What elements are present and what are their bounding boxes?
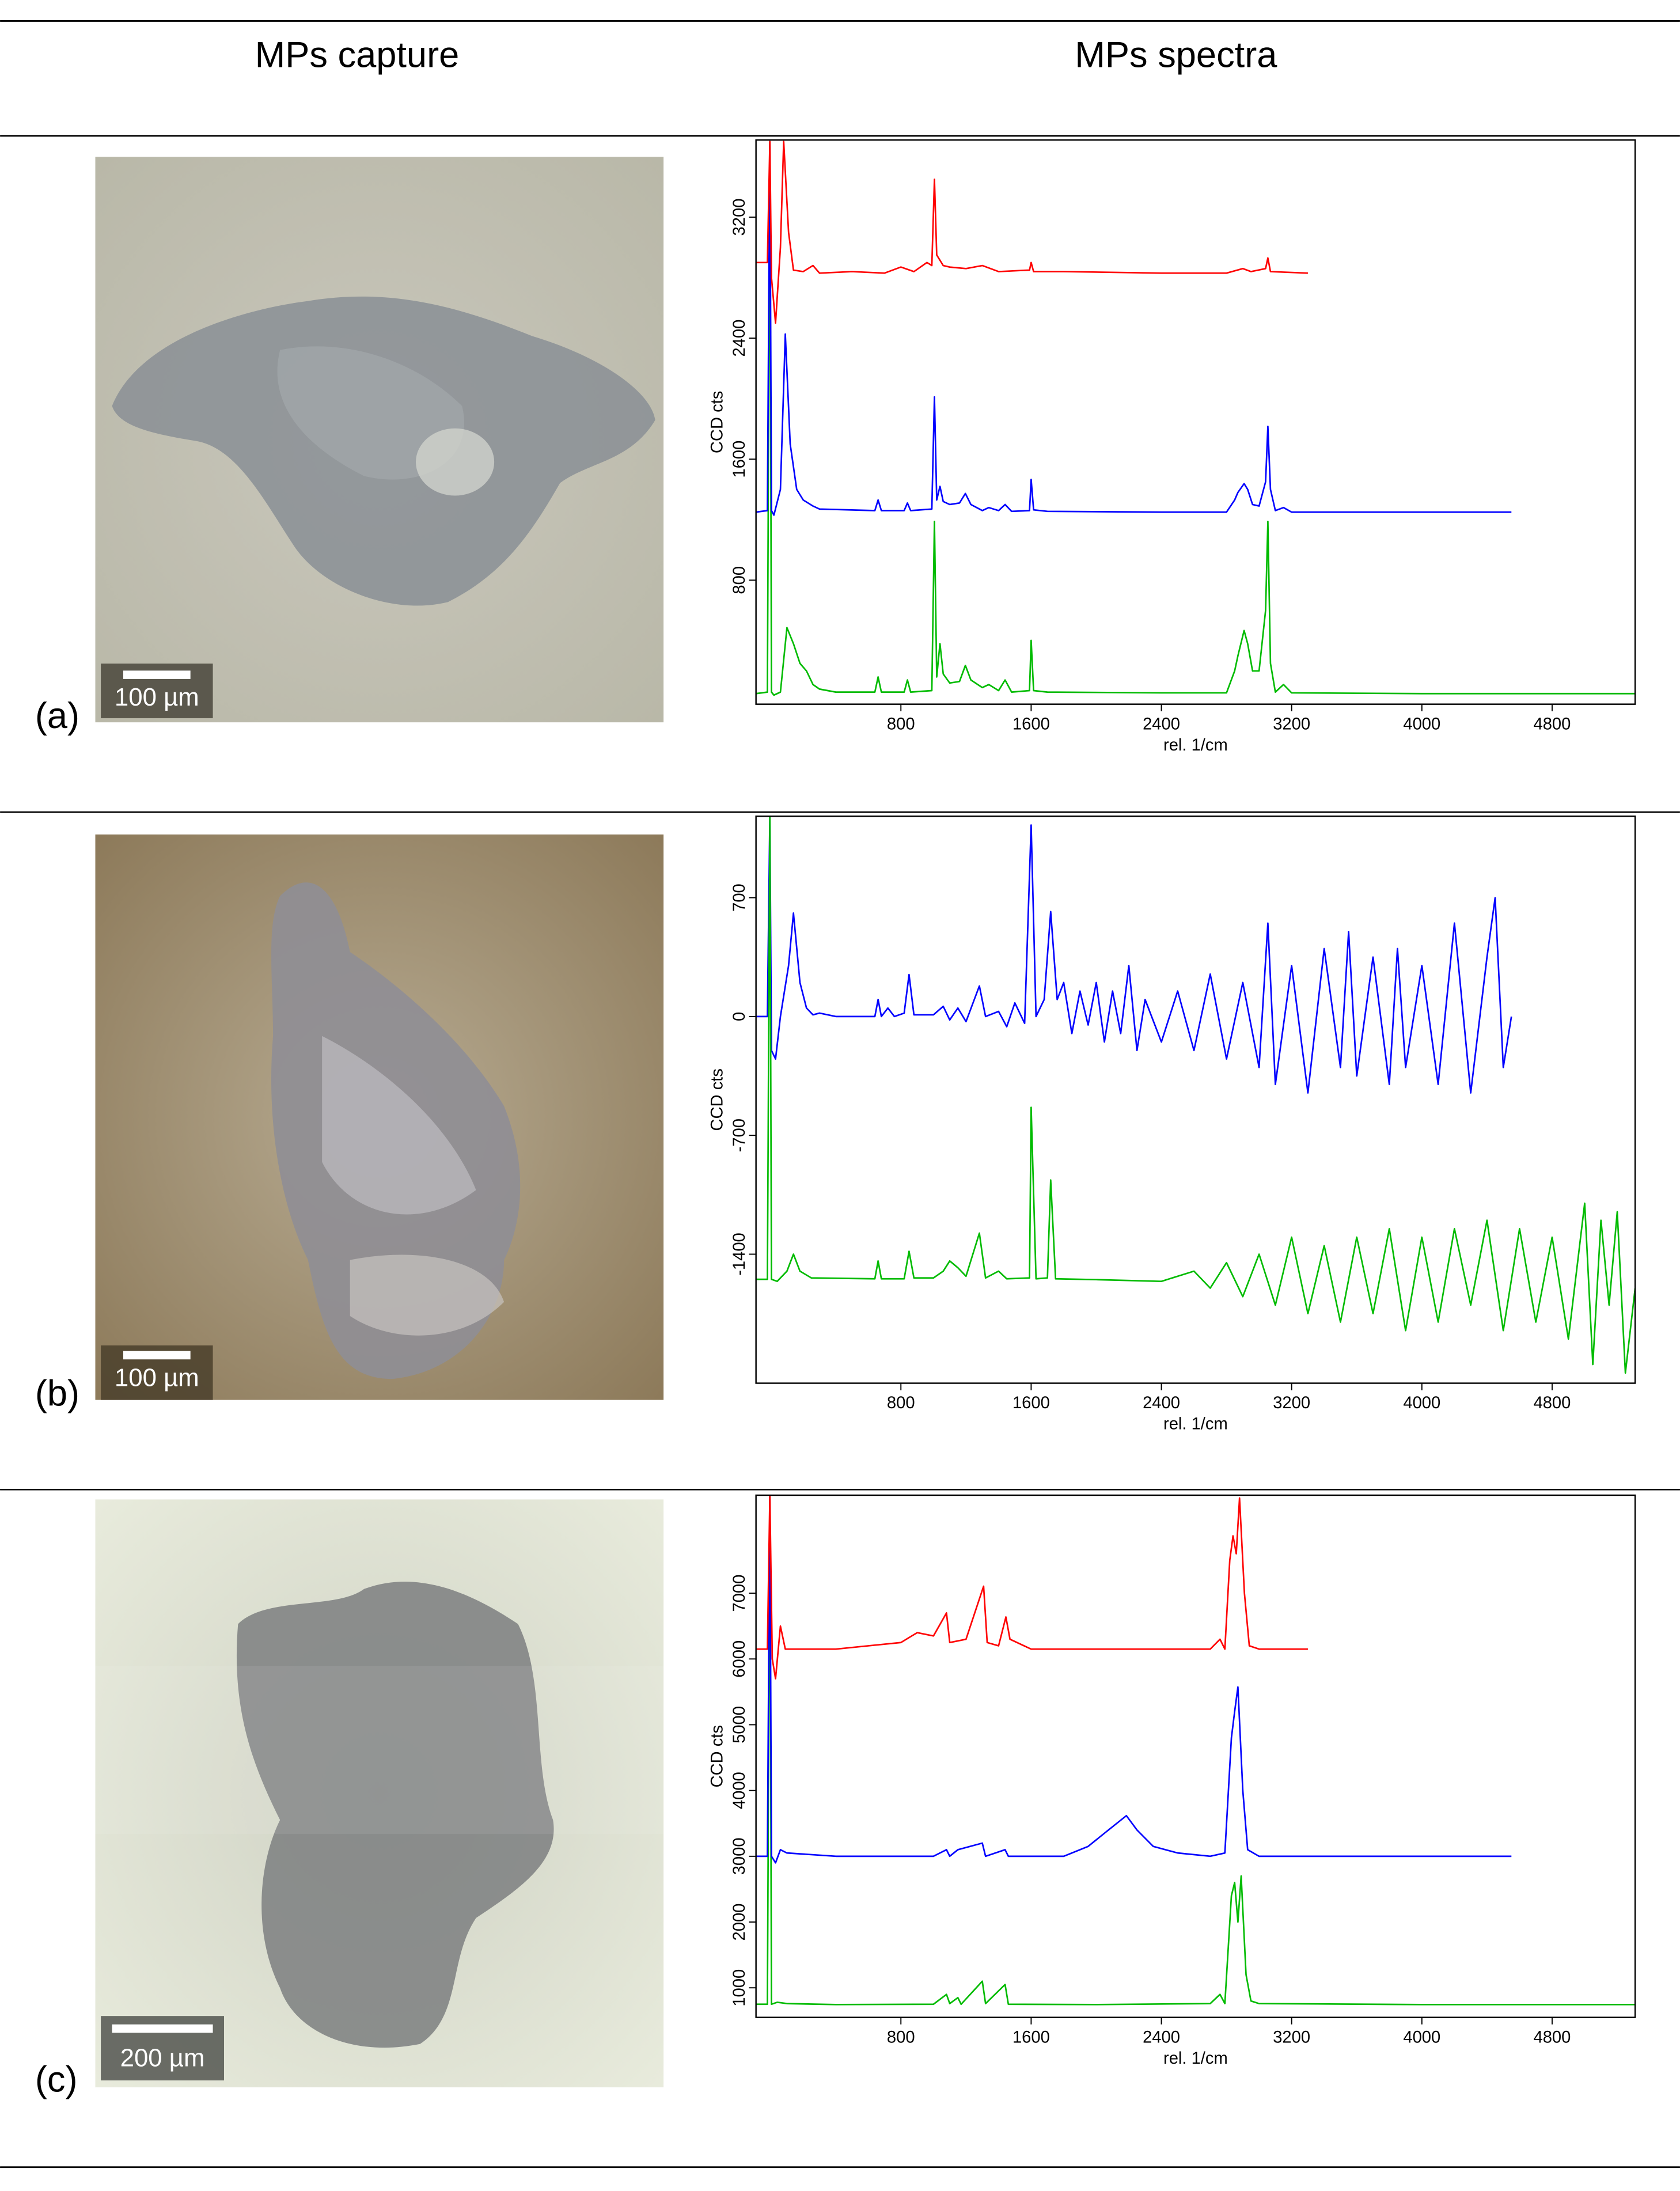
- plot-area: [756, 816, 1636, 1374]
- spectrum-line: [756, 141, 1308, 324]
- x-tick-label: 4800: [1534, 2028, 1571, 2046]
- plot-area: [756, 141, 1636, 696]
- scale-bar: [112, 2024, 213, 2033]
- y-tick-label: 6000: [730, 1640, 749, 1678]
- plot-frame: [755, 815, 1636, 1384]
- micrograph: [95, 1499, 664, 2088]
- x-tick-label: 3200: [1273, 715, 1310, 733]
- y-axis-label: CCD cts: [708, 1068, 726, 1131]
- scale-bar-label: 100 µm: [115, 1363, 199, 1392]
- x-tick-label: 800: [887, 2028, 915, 2046]
- micrograph: [95, 834, 664, 1400]
- spectrum-line: [756, 1495, 1308, 1680]
- micrograph: [95, 157, 664, 723]
- x-tick-label: 2400: [1143, 2028, 1180, 2046]
- y-tick-label: 4000: [730, 1772, 749, 1809]
- y-axis-label: CCD cts: [708, 1725, 726, 1788]
- x-axis-label: rel. 1/cm: [1163, 2049, 1228, 2068]
- y-tick-label: 2000: [730, 1904, 749, 1941]
- y-tick-label: 5000: [730, 1706, 749, 1743]
- chart: 800 1600 2400 3200 4000 4800 -1400 -700 0 700 rel.…: [708, 815, 1636, 1434]
- scale-bar: [123, 670, 191, 679]
- scale-bar-label: 100 µm: [115, 683, 199, 711]
- plot-frame: [755, 1494, 1636, 2018]
- spectrum-line: [756, 141, 1512, 516]
- column-header: MPs spectra: [1075, 35, 1277, 75]
- x-tick-label: 800: [887, 1394, 915, 1412]
- x-tick-label: 4800: [1534, 715, 1571, 733]
- x-axis-label: rel. 1/cm: [1163, 1415, 1228, 1434]
- spectrum-line: [756, 1495, 1636, 2006]
- y-tick-label: 1600: [730, 441, 749, 478]
- plot-frame: [755, 139, 1636, 705]
- y-axis-label: CCD cts: [708, 391, 726, 454]
- x-tick-label: 3200: [1273, 1394, 1310, 1412]
- spectrum-line: [756, 141, 1636, 696]
- x-axis-label: rel. 1/cm: [1163, 736, 1228, 755]
- y-tick-label: 3200: [730, 199, 749, 236]
- panel-label: (c): [35, 2059, 78, 2099]
- y-tick-label: 7000: [730, 1575, 749, 1612]
- y-tick-label: -1400: [730, 1233, 749, 1276]
- y-tick-label: 0: [730, 1012, 749, 1021]
- x-tick-label: 2400: [1143, 715, 1180, 733]
- x-tick-label: 1600: [1012, 2028, 1050, 2046]
- x-tick-label: 4000: [1403, 2028, 1440, 2046]
- y-tick-label: 1000: [730, 1969, 749, 2007]
- y-tick-label: 700: [730, 884, 749, 912]
- x-tick-label: 4000: [1403, 1394, 1440, 1412]
- column-header: MPs capture: [255, 35, 460, 75]
- x-tick-label: 3200: [1273, 2028, 1310, 2046]
- panel-label: (a): [35, 696, 79, 736]
- y-tick-label: 3000: [730, 1837, 749, 1875]
- spectrum-line: [756, 1495, 1512, 1864]
- plot-area: [756, 1495, 1636, 2006]
- y-tick-label: 2400: [730, 320, 749, 357]
- x-tick-label: 2400: [1143, 1394, 1180, 1412]
- spectrum-line: [756, 816, 1636, 1374]
- chart: 800 1600 2400 3200 4000 4800 800 1600 2400 3200 re…: [708, 139, 1636, 755]
- scale-bar: [123, 1351, 191, 1360]
- scale-bar-label: 200 µm: [120, 2044, 205, 2072]
- spectrum-line: [756, 816, 1512, 1094]
- chart: 800 1600 2400 3200 4000 4800 1000 2000 3000 4000 5…: [708, 1494, 1636, 2068]
- x-tick-label: 1600: [1012, 715, 1050, 733]
- y-tick-label: 800: [730, 566, 749, 594]
- x-tick-label: 800: [887, 715, 915, 733]
- x-tick-label: 4800: [1534, 1394, 1571, 1412]
- y-tick-label: -700: [730, 1119, 749, 1152]
- panel-label: (b): [35, 1373, 79, 1413]
- x-tick-label: 1600: [1012, 1394, 1050, 1412]
- x-tick-label: 4000: [1403, 715, 1440, 733]
